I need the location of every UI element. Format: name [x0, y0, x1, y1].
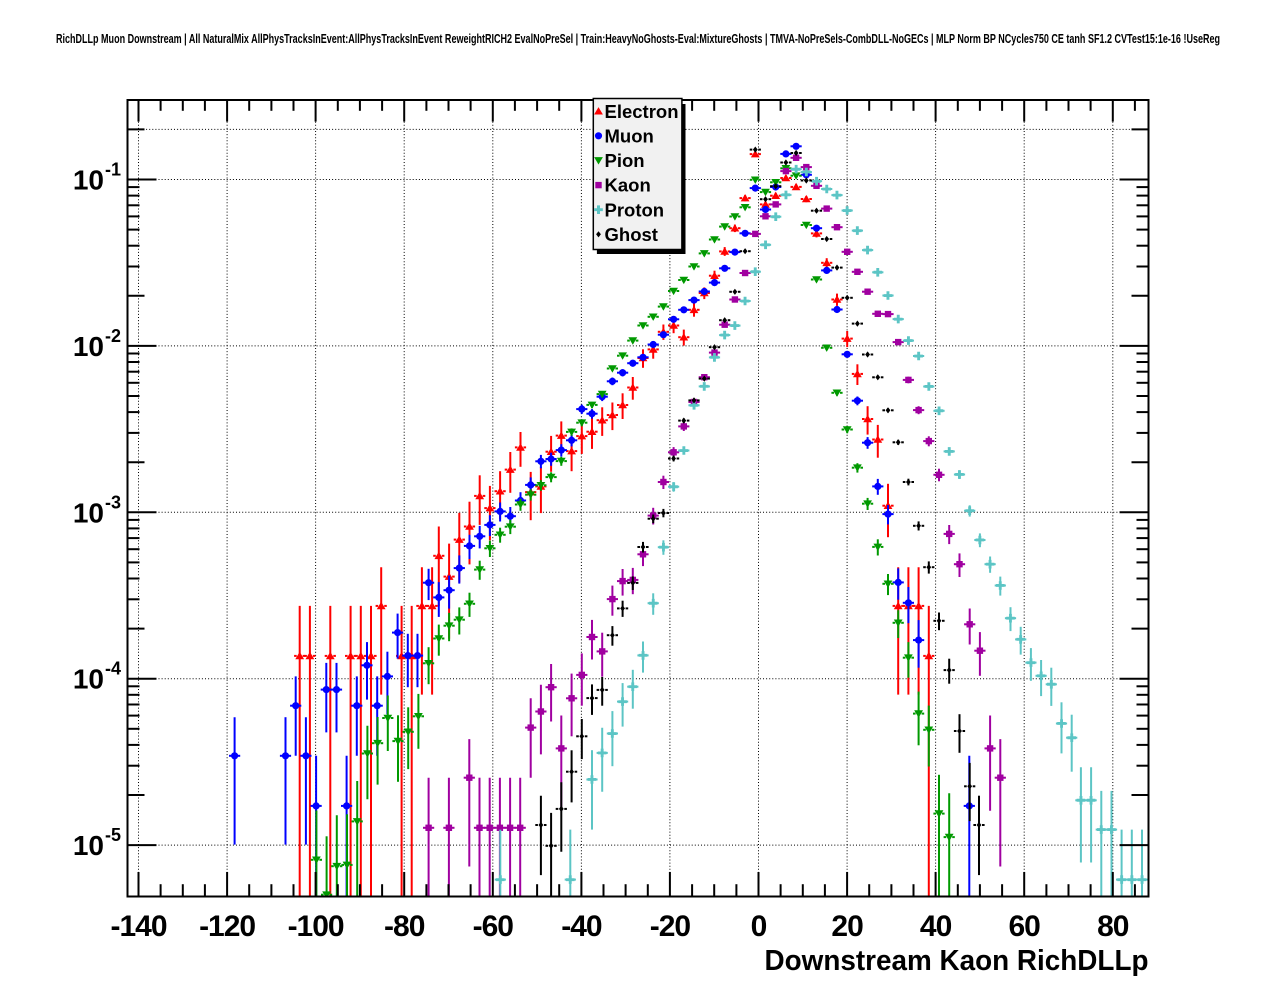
svg-text:-5: -5	[105, 825, 121, 845]
svg-text:-60: -60	[473, 910, 514, 943]
svg-text:-100: -100	[288, 910, 344, 943]
svg-text:Pion: Pion	[605, 150, 645, 171]
svg-text:60: 60	[1009, 910, 1041, 943]
svg-text:80: 80	[1097, 910, 1129, 943]
svg-text:10: 10	[73, 664, 104, 695]
svg-text:-4: -4	[105, 659, 121, 679]
svg-text:Downstream Kaon RichDLLp: Downstream Kaon RichDLLp	[765, 945, 1149, 977]
svg-text:-140: -140	[110, 910, 166, 943]
svg-text:-3: -3	[105, 492, 121, 512]
svg-text:20: 20	[831, 910, 863, 943]
svg-text:10: 10	[73, 497, 104, 528]
svg-text:0: 0	[751, 910, 767, 943]
svg-text:RichDLLp Muon Downstream | All: RichDLLp Muon Downstream | All NaturalMi…	[56, 31, 1220, 46]
svg-text:Electron: Electron	[605, 101, 679, 122]
svg-text:Kaon: Kaon	[605, 175, 651, 196]
svg-text:-20: -20	[650, 910, 691, 943]
svg-text:-2: -2	[105, 326, 121, 346]
svg-text:Ghost: Ghost	[605, 224, 658, 245]
svg-text:Muon: Muon	[605, 125, 654, 146]
svg-text:Proton: Proton	[605, 199, 665, 220]
svg-text:10: 10	[73, 830, 104, 861]
svg-text:-80: -80	[384, 910, 425, 943]
svg-text:10: 10	[73, 331, 104, 362]
svg-text:-1: -1	[105, 160, 121, 180]
svg-text:-120: -120	[199, 910, 255, 943]
svg-text:40: 40	[920, 910, 952, 943]
svg-text:-40: -40	[561, 910, 602, 943]
svg-text:10: 10	[73, 165, 104, 196]
